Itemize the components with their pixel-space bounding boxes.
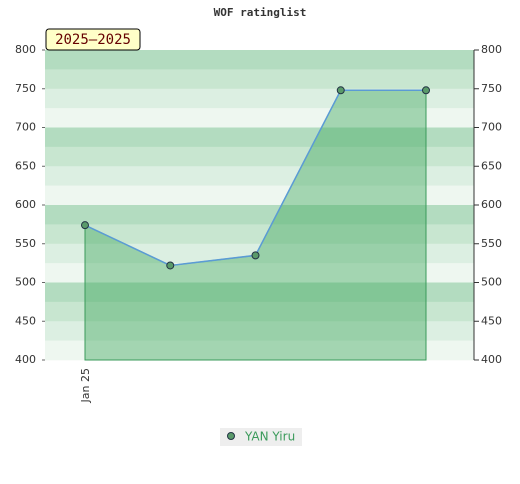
stripe bbox=[45, 263, 474, 283]
annotation-box bbox=[45, 28, 141, 51]
y-tick-label: 550 bbox=[15, 237, 36, 250]
y2-tick-label: 700 bbox=[481, 121, 502, 134]
point bbox=[81, 221, 89, 230]
stripe bbox=[45, 301, 474, 322]
stripe bbox=[45, 127, 474, 148]
legend-label: YAN Yiru bbox=[244, 430, 295, 444]
stripe bbox=[45, 69, 474, 90]
stripe bbox=[45, 50, 474, 70]
y2-tick-label: 400 bbox=[481, 353, 502, 366]
stripe bbox=[45, 224, 474, 245]
point bbox=[336, 86, 345, 95]
stripe bbox=[45, 88, 474, 109]
point bbox=[422, 86, 430, 95]
y2-tick-label: 800 bbox=[481, 43, 502, 56]
y2-tick-label: 750 bbox=[481, 82, 502, 95]
y-tick-label: 650 bbox=[15, 159, 36, 172]
stripe bbox=[45, 205, 474, 225]
y2-tick-label: 500 bbox=[481, 276, 502, 289]
y-tick-label: 800 bbox=[15, 43, 36, 56]
chart-title: WOF ratinglist bbox=[214, 6, 307, 19]
stripe bbox=[45, 146, 474, 167]
y-tick-label: 450 bbox=[15, 314, 36, 327]
point bbox=[166, 261, 175, 270]
y2-tick-label: 600 bbox=[481, 198, 502, 211]
stripe bbox=[45, 282, 474, 303]
y2-tick-label: 550 bbox=[481, 237, 502, 250]
stripe bbox=[45, 166, 474, 186]
y-tick-label: 500 bbox=[15, 276, 36, 289]
y-tick-label: 600 bbox=[15, 198, 36, 211]
stripe bbox=[45, 108, 474, 128]
y-tick-label: 400 bbox=[15, 353, 36, 366]
annotation: 2025–2025 bbox=[55, 32, 131, 48]
y-tick-label: 750 bbox=[15, 82, 36, 95]
y2-tick-label: 650 bbox=[481, 159, 502, 172]
y-tick-label: 700 bbox=[15, 121, 36, 134]
y2-tick-label: 450 bbox=[481, 314, 502, 327]
legend-marker bbox=[227, 432, 235, 440]
point bbox=[251, 251, 260, 260]
x-tick-label: Jan 25 bbox=[79, 368, 92, 403]
legend-box bbox=[220, 428, 302, 446]
stripe bbox=[45, 185, 474, 206]
stripe bbox=[45, 321, 474, 341]
legend-item: YAN Yiru bbox=[220, 428, 302, 446]
stripe bbox=[45, 340, 474, 361]
stripe bbox=[45, 243, 474, 264]
